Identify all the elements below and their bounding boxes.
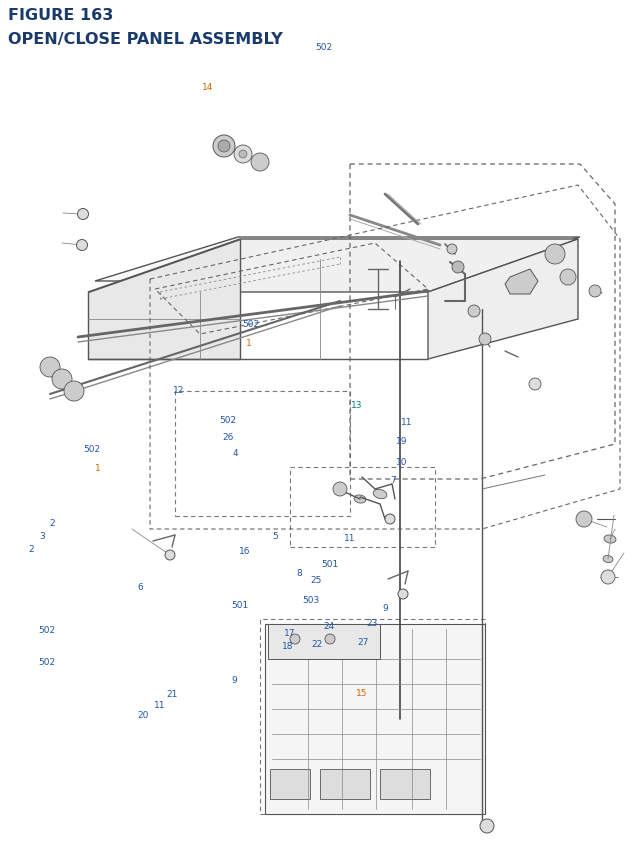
Polygon shape [268,624,380,660]
Circle shape [601,570,615,585]
Ellipse shape [604,536,616,543]
Text: 6: 6 [138,583,143,592]
Circle shape [333,482,347,497]
Text: 3: 3 [40,531,45,540]
Text: 503: 503 [302,596,319,604]
Circle shape [529,379,541,391]
Text: 23: 23 [366,618,378,627]
Bar [265,624,485,814]
Circle shape [560,269,576,286]
Text: FIGURE 163: FIGURE 163 [8,8,113,23]
Circle shape [239,151,247,158]
Text: OPEN/CLOSE PANEL ASSEMBLY: OPEN/CLOSE PANEL ASSEMBLY [8,32,283,47]
Ellipse shape [458,262,479,277]
Circle shape [218,141,230,152]
Bar [290,468,435,548]
Polygon shape [88,239,240,360]
Text: 24: 24 [323,622,335,630]
Circle shape [576,511,592,528]
Text: 5: 5 [272,531,278,540]
Text: 501: 501 [321,560,339,568]
Text: 7: 7 [390,475,396,484]
Bar [380,769,430,799]
Text: 4: 4 [232,449,238,457]
Text: 18: 18 [282,641,293,650]
Circle shape [77,209,88,220]
Text: 11: 11 [401,418,413,426]
Text: 15: 15 [356,689,367,697]
Text: 9: 9 [232,676,237,684]
Text: 8: 8 [296,568,302,577]
Circle shape [479,333,491,345]
Circle shape [398,589,408,599]
Ellipse shape [373,490,387,499]
Text: 14: 14 [202,84,214,92]
Text: 2: 2 [29,544,35,553]
Text: 501: 501 [232,601,249,610]
Text: 10: 10 [396,458,407,467]
Text: 502: 502 [242,320,259,329]
Text: 20: 20 [138,710,149,719]
Text: 502: 502 [315,43,332,52]
Text: 21: 21 [166,690,178,698]
Bar [328,632,350,647]
Circle shape [447,245,457,255]
Text: 27: 27 [357,637,369,646]
Circle shape [468,306,480,318]
Polygon shape [505,269,538,294]
Circle shape [165,550,175,561]
Text: 502: 502 [83,445,100,454]
Bar [295,632,317,647]
Text: 25: 25 [310,576,322,585]
Text: 1: 1 [95,463,100,472]
Text: 2: 2 [49,518,55,527]
Text: 12: 12 [173,386,184,394]
Circle shape [40,357,60,378]
Text: 19: 19 [396,437,407,445]
Circle shape [77,240,88,251]
Circle shape [234,146,252,164]
Ellipse shape [483,254,511,271]
Circle shape [251,154,269,172]
Polygon shape [95,238,580,282]
Circle shape [290,635,300,644]
Circle shape [325,635,335,644]
Text: 17: 17 [284,629,295,637]
Circle shape [480,819,494,833]
Circle shape [213,136,235,158]
Ellipse shape [603,556,613,563]
Text: 1: 1 [246,338,252,347]
Bar [260,619,485,814]
Text: 11: 11 [344,534,356,542]
Bar [320,769,370,799]
Bar [175,392,350,517]
Text: 9: 9 [383,604,388,612]
Text: 502: 502 [38,657,56,666]
Text: 16: 16 [239,547,250,555]
Text: 11: 11 [154,700,165,709]
Ellipse shape [487,257,507,269]
Ellipse shape [354,495,366,504]
Text: 13: 13 [351,400,362,409]
Text: 26: 26 [223,432,234,441]
Circle shape [452,262,464,274]
Polygon shape [88,239,578,293]
Circle shape [52,369,72,389]
Polygon shape [428,239,578,360]
Circle shape [545,245,565,264]
Text: 502: 502 [38,625,56,634]
Circle shape [589,286,601,298]
Text: 502: 502 [219,416,236,424]
Ellipse shape [461,265,475,275]
Text: 22: 22 [312,640,323,648]
Circle shape [385,514,395,524]
Bar [270,769,310,799]
Circle shape [64,381,84,401]
